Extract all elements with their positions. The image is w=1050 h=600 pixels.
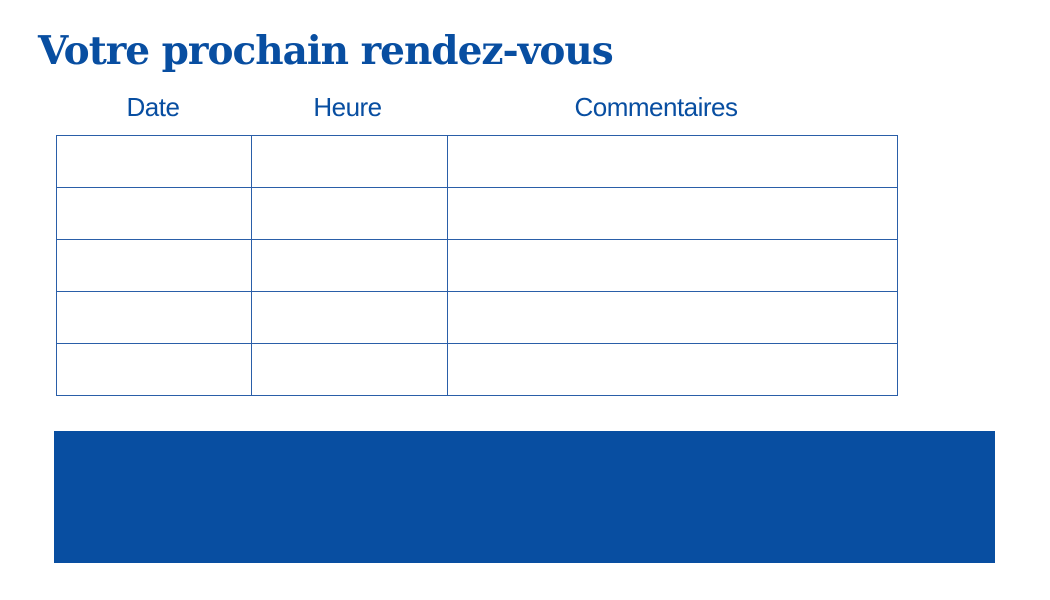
table-row bbox=[56, 343, 898, 396]
cell-date[interactable] bbox=[56, 187, 252, 240]
cell-heure[interactable] bbox=[251, 135, 448, 188]
table-row bbox=[56, 291, 898, 344]
cell-commentaires[interactable] bbox=[447, 343, 898, 396]
table-row bbox=[56, 135, 898, 188]
cell-heure[interactable] bbox=[251, 343, 448, 396]
cell-commentaires[interactable] bbox=[447, 239, 898, 292]
cell-commentaires[interactable] bbox=[447, 135, 898, 188]
appointment-table bbox=[56, 135, 898, 396]
cell-date[interactable] bbox=[56, 239, 252, 292]
column-header-commentaires: Commentaires bbox=[574, 92, 738, 122]
page-title: Votre prochain rendez-vous bbox=[38, 28, 614, 74]
cell-date[interactable] bbox=[56, 291, 252, 344]
table-row bbox=[56, 187, 898, 240]
cell-date[interactable] bbox=[56, 135, 252, 188]
cell-heure[interactable] bbox=[251, 187, 448, 240]
cell-heure[interactable] bbox=[251, 239, 448, 292]
cell-commentaires[interactable] bbox=[447, 187, 898, 240]
column-header-date: Date bbox=[126, 92, 180, 122]
cell-commentaires[interactable] bbox=[447, 291, 898, 344]
cell-date[interactable] bbox=[56, 343, 252, 396]
cell-heure[interactable] bbox=[251, 291, 448, 344]
blue-banner bbox=[54, 431, 995, 563]
table-row bbox=[56, 239, 898, 292]
column-header-heure: Heure bbox=[313, 92, 382, 122]
